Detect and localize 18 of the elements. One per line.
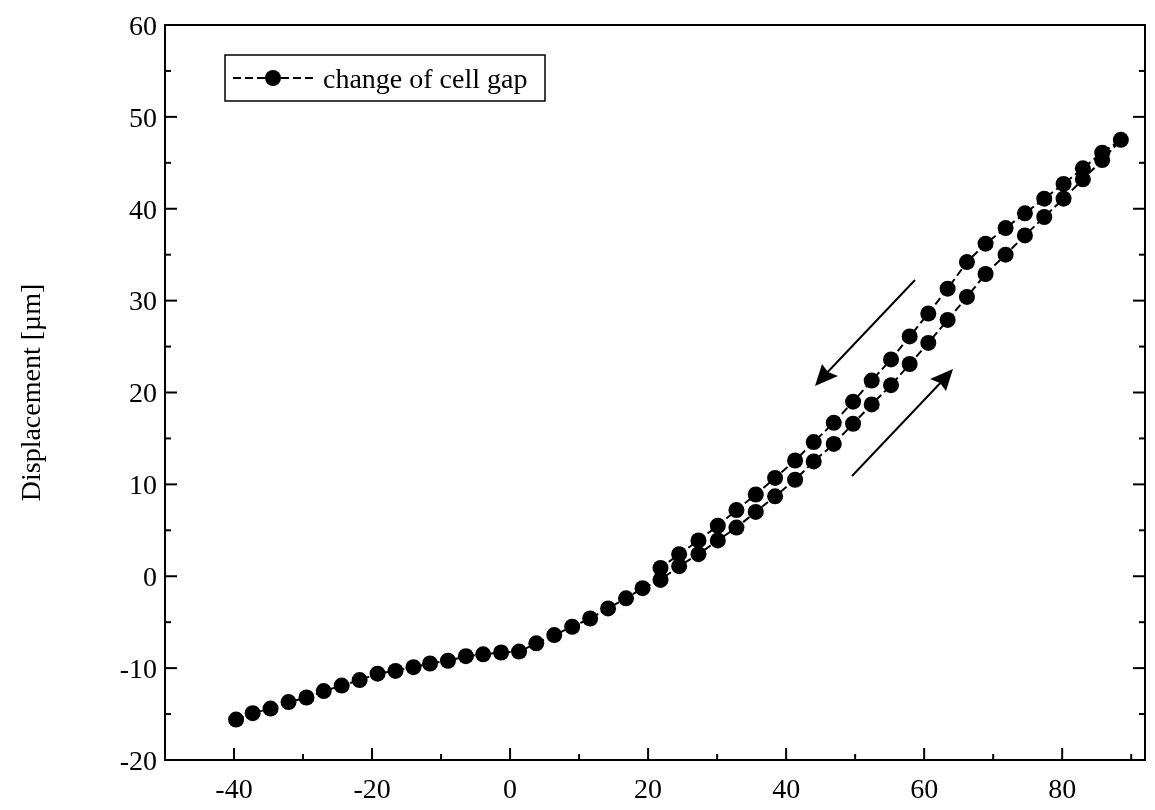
x-tick-label: -40: [215, 773, 253, 804]
x-tick-label: 0: [503, 773, 518, 804]
y-axis-title: Displacement [µm]: [15, 283, 46, 502]
y-tick-label: 60: [129, 9, 157, 41]
x-tick-label: 60: [910, 773, 939, 804]
y-tick-label: 20: [129, 377, 157, 409]
y-tick-label: 0: [143, 561, 157, 593]
x-tick-label: 40: [772, 773, 801, 804]
x-tick-label: 80: [1048, 773, 1077, 804]
y-tick-label: 30: [129, 285, 157, 317]
y-tick-label: 50: [129, 101, 157, 133]
legend-label: change of cell gap: [323, 62, 528, 94]
y-tick-label: 40: [129, 193, 157, 225]
y-tick-label: -20: [119, 744, 157, 776]
x-tick-label: 20: [634, 773, 663, 804]
x-tick-label: -20: [353, 773, 391, 804]
y-tick-label: 10: [129, 469, 157, 501]
y-tick-label: -10: [119, 652, 157, 684]
